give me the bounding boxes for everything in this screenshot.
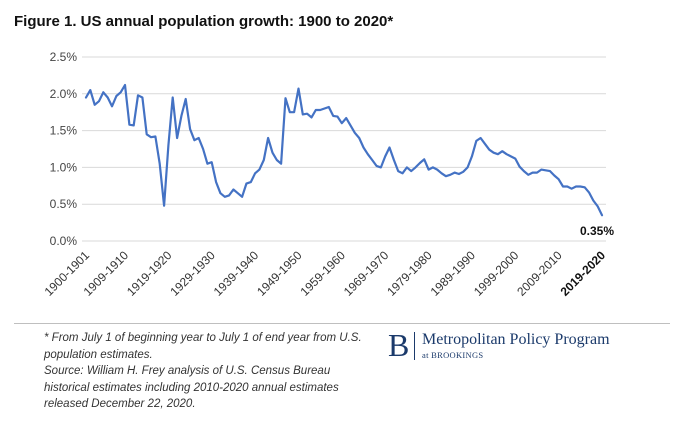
brookings-b-icon: B xyxy=(388,327,410,363)
brookings-logo: B Metropolitan Policy Program at BROOKIN… xyxy=(388,327,628,364)
x-tick-label: 1959-1960 xyxy=(297,248,348,299)
footnotes: * From July 1 of beginning year to July … xyxy=(44,330,374,413)
y-tick-label: 2.0% xyxy=(50,87,78,101)
x-tick-label: 1979-1980 xyxy=(384,248,435,299)
y-tick-label: 1.0% xyxy=(50,160,78,174)
footnote-source: Source: William H. Frey analysis of U.S.… xyxy=(44,365,339,410)
x-tick-label: 1929-1930 xyxy=(167,248,218,299)
x-tick-label: 1999-2000 xyxy=(471,248,522,299)
logo-program-name: Metropolitan Policy Program xyxy=(422,331,610,348)
y-tick-label: 2.5% xyxy=(50,50,78,64)
y-tick-label: 0.5% xyxy=(50,197,78,211)
x-tick-label: 1969-1970 xyxy=(341,248,392,299)
gridlines xyxy=(82,56,606,242)
x-axis-ticks: 1900-19011909-19101919-19201929-19301939… xyxy=(42,248,609,299)
x-tick-label: 1919-1920 xyxy=(124,248,175,299)
x-tick-label: 1949-1950 xyxy=(254,248,305,299)
footnote-definition: * From July 1 of beginning year to July … xyxy=(44,332,362,361)
y-tick-label: 1.5% xyxy=(50,124,78,138)
logo-subtitle: at BROOKINGS xyxy=(422,350,484,360)
y-axis-ticks: 0.0% 0.5% 1.0% 1.5% 2.0% 2.5% xyxy=(50,50,78,248)
footer-divider xyxy=(14,323,670,324)
x-tick-label: 2019-2020 xyxy=(558,248,609,299)
x-tick-label: 2009-2010 xyxy=(514,248,565,299)
chart-title: Figure 1. US annual population growth: 1… xyxy=(14,13,394,30)
x-tick-label: 1989-1990 xyxy=(428,248,479,299)
y-tick-label: 0.0% xyxy=(50,234,78,248)
x-tick-label: 1939-1940 xyxy=(211,248,262,299)
last-value-label: 0.35% xyxy=(580,224,614,238)
logo-separator xyxy=(414,332,415,360)
series-line xyxy=(84,83,604,217)
